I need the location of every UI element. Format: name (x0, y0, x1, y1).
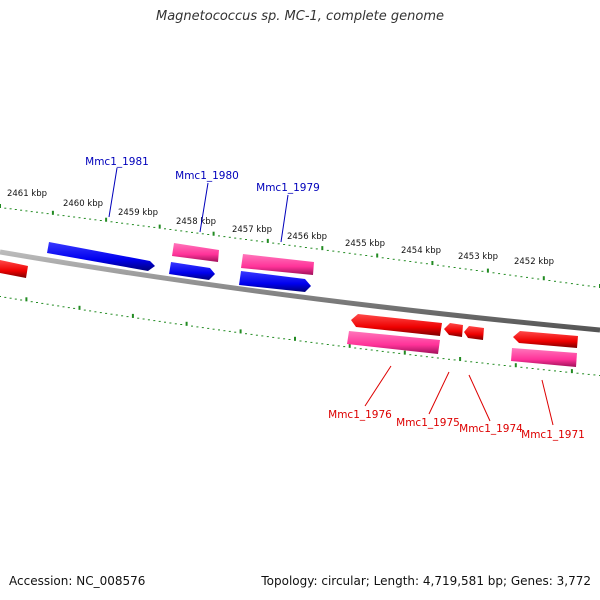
callout-line-mmc1-1979 (280, 194, 289, 243)
forward-gene-labels: Mmc1_1981 Mmc1_1980 Mmc1_1979 (85, 156, 320, 243)
gene-arrow-mmc1-1980[interactable] (169, 262, 215, 280)
scale-labels: 2461 kbp 2460 kbp 2459 kbp 2458 kbp 2457 kbp… (7, 189, 554, 267)
gene-arrow-mmc1-1979[interactable] (239, 271, 311, 292)
gene-label-mmc1-1981[interactable]: Mmc1_1981 (85, 156, 149, 168)
gene-arrow-mmc1-1974[interactable] (464, 326, 484, 340)
gene-label-mmc1-1974[interactable]: Mmc1_1974 (459, 423, 523, 435)
genome-backbone (0, 249, 600, 333)
scale-label: 2455 kbp (345, 239, 385, 249)
inner-scale-ticks (0, 296, 600, 377)
outer-scale-ticks (0, 204, 600, 289)
callout-line-mmc1-1981 (108, 167, 118, 218)
partial-gene-left[interactable] (0, 260, 28, 278)
callout-line-mmc1-1980 (199, 182, 209, 233)
cds-bar-mmc1-1980[interactable] (172, 243, 219, 262)
gene-arrow-mmc1-1981[interactable] (47, 242, 155, 271)
scale-label: 2460 kbp (63, 199, 103, 209)
gene-label-mmc1-1971[interactable]: Mmc1_1971 (521, 429, 585, 441)
forward-strand-features (0, 242, 314, 292)
scale-label: 2458 kbp (176, 217, 216, 227)
callout-line-mmc1-1974 (468, 374, 491, 422)
callout-line-mmc1-1975 (428, 371, 450, 415)
genome-stats-text: Topology: circular; Length: 4,719,581 bp… (261, 574, 591, 588)
callout-line-mmc1-1971 (541, 379, 554, 426)
gene-arrow-mmc1-1975[interactable] (444, 323, 463, 337)
gene-label-mmc1-1976[interactable]: Mmc1_1976 (328, 409, 392, 421)
gene-label-mmc1-1979[interactable]: Mmc1_1979 (256, 182, 320, 194)
gene-arrow-mmc1-1971[interactable] (513, 331, 578, 348)
cds-bar-mmc1-1976[interactable] (347, 331, 440, 354)
gene-label-mmc1-1975[interactable]: Mmc1_1975 (396, 417, 460, 429)
genome-title: Magnetococcus sp. MC-1, complete genome (155, 9, 445, 24)
accession-text: Accession: NC_008576 (9, 574, 146, 588)
scale-label: 2452 kbp (514, 257, 554, 267)
reverse-strand-features (347, 314, 578, 367)
gene-arrow-mmc1-1976[interactable] (351, 314, 442, 336)
scale-label: 2457 kbp (232, 225, 272, 235)
reverse-gene-labels: Mmc1_1976 Mmc1_1975 Mmc1_1974 Mmc1_1971 (328, 365, 585, 441)
cds-bar-mmc1-1979[interactable] (241, 254, 314, 275)
scale-label: 2454 kbp (401, 246, 441, 256)
scale-label: 2456 kbp (287, 232, 327, 242)
gene-label-mmc1-1980[interactable]: Mmc1_1980 (175, 170, 239, 182)
scale-label: 2453 kbp (458, 252, 498, 262)
callout-line-mmc1-1976 (364, 365, 392, 407)
cds-bar-mmc1-1971[interactable] (511, 348, 577, 367)
scale-label: 2459 kbp (118, 208, 158, 218)
scale-label: 2461 kbp (7, 189, 47, 199)
